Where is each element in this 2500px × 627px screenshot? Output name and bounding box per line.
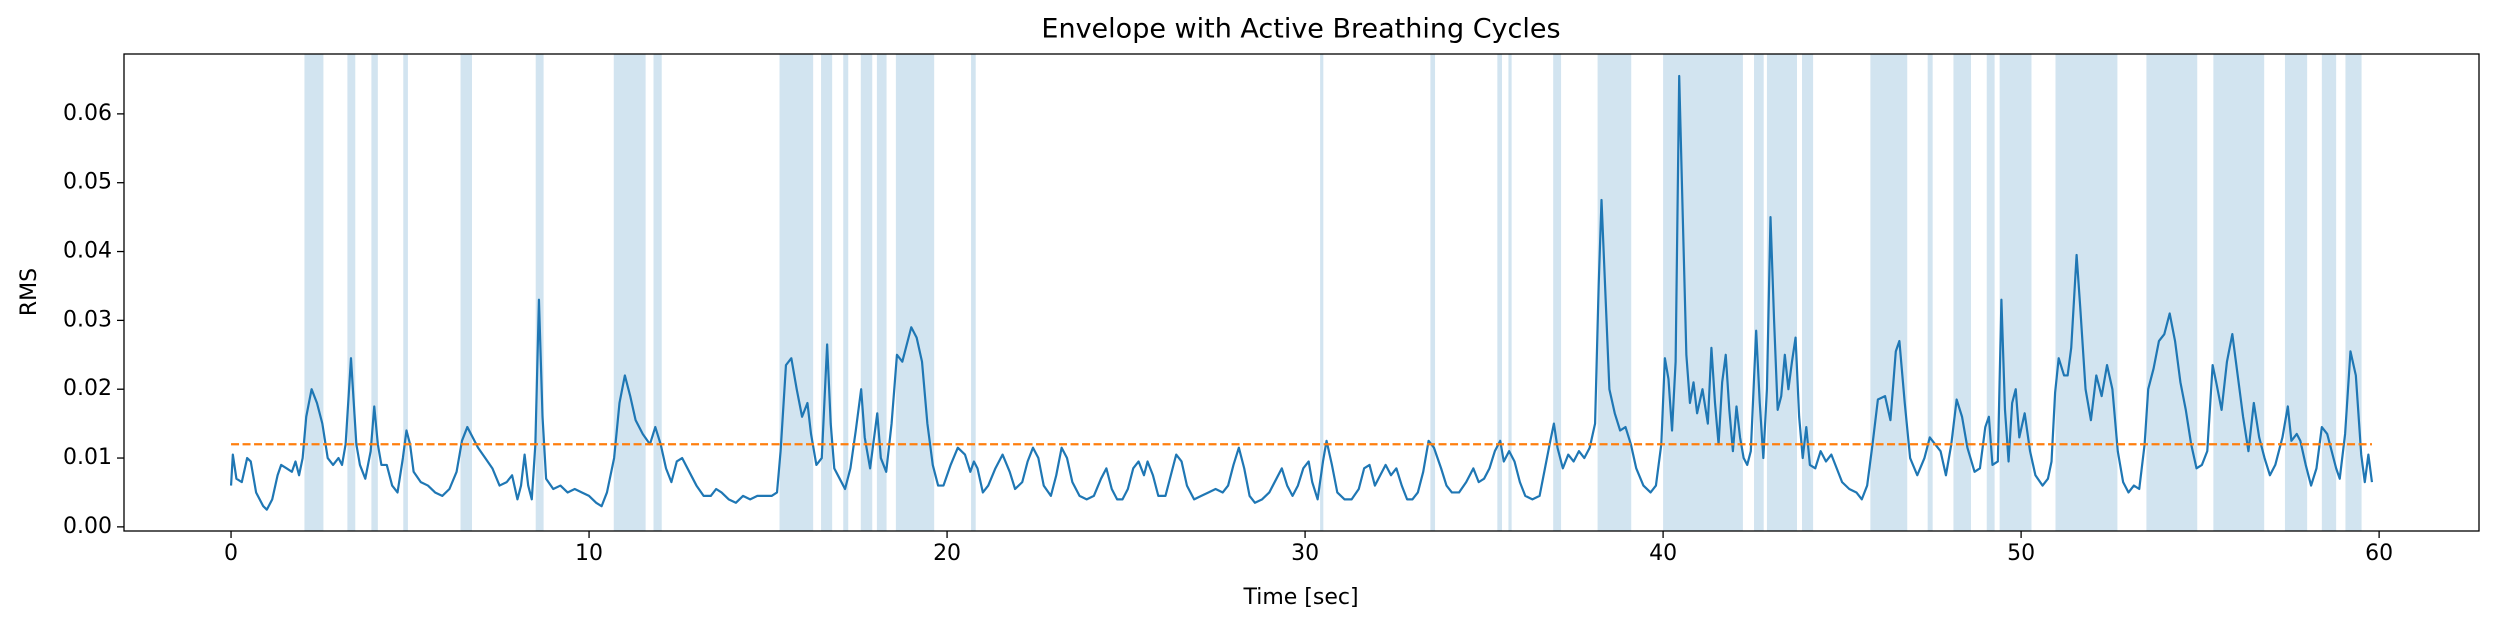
active-span [1999, 54, 2032, 531]
active-span [2345, 54, 2362, 531]
active-span [860, 54, 873, 531]
active-span [535, 54, 544, 531]
y-tick-label: 0.01 [63, 445, 112, 470]
active-span [876, 54, 887, 531]
y-tick-label: 0.04 [63, 239, 112, 264]
envelope-line [229, 74, 2374, 511]
x-tick-label: 40 [1649, 541, 1677, 566]
y-axis-label: RMS [17, 268, 42, 316]
active-span [1802, 54, 1814, 531]
y-tick-label: 0.03 [63, 307, 112, 332]
active-span [895, 54, 935, 531]
active-span [971, 54, 976, 531]
active-span [460, 54, 472, 531]
x-tick-label: 60 [2365, 541, 2393, 566]
active-span [403, 54, 408, 531]
axes-frame [123, 53, 2480, 532]
active-span [1953, 54, 1971, 531]
active-span [1320, 54, 1324, 531]
active-span [2213, 54, 2265, 531]
x-tick-label: 20 [933, 541, 961, 566]
active-span [2321, 54, 2337, 531]
active-span [2055, 54, 2118, 531]
active-span [613, 54, 646, 531]
x-tick-label: 30 [1291, 541, 1319, 566]
y-tick-label: 0.02 [63, 376, 112, 401]
active-span [2146, 54, 2198, 531]
x-tick-label: 0 [224, 541, 238, 566]
active-span [347, 54, 356, 531]
y-tick-label: 0.06 [63, 101, 112, 126]
y-tick-label: 0.05 [63, 170, 112, 195]
active-span [1597, 54, 1632, 531]
active-span [1754, 54, 1764, 531]
active-span [371, 54, 378, 531]
active-span [1430, 54, 1436, 531]
active-span [779, 54, 814, 531]
x-axis-label: Time [sec] [1242, 585, 1358, 610]
active-span [843, 54, 849, 531]
active-span [2284, 54, 2308, 531]
active-span [1986, 54, 1995, 531]
active-span [1663, 54, 1743, 531]
active-span [1553, 54, 1562, 531]
active-span [1766, 54, 1797, 531]
chart-title: Envelope with Active Breathing Cycles [1041, 14, 1560, 45]
active-span [304, 54, 324, 531]
y-tick-label: 0.00 [63, 514, 112, 539]
active-span [1508, 54, 1512, 531]
active-span [1927, 54, 1933, 531]
active-span [1870, 54, 1908, 531]
active-span [821, 54, 833, 531]
active-span [1497, 54, 1502, 531]
x-tick-label: 10 [575, 541, 603, 566]
active-span [653, 54, 662, 531]
x-tick-label: 50 [2007, 541, 2035, 566]
